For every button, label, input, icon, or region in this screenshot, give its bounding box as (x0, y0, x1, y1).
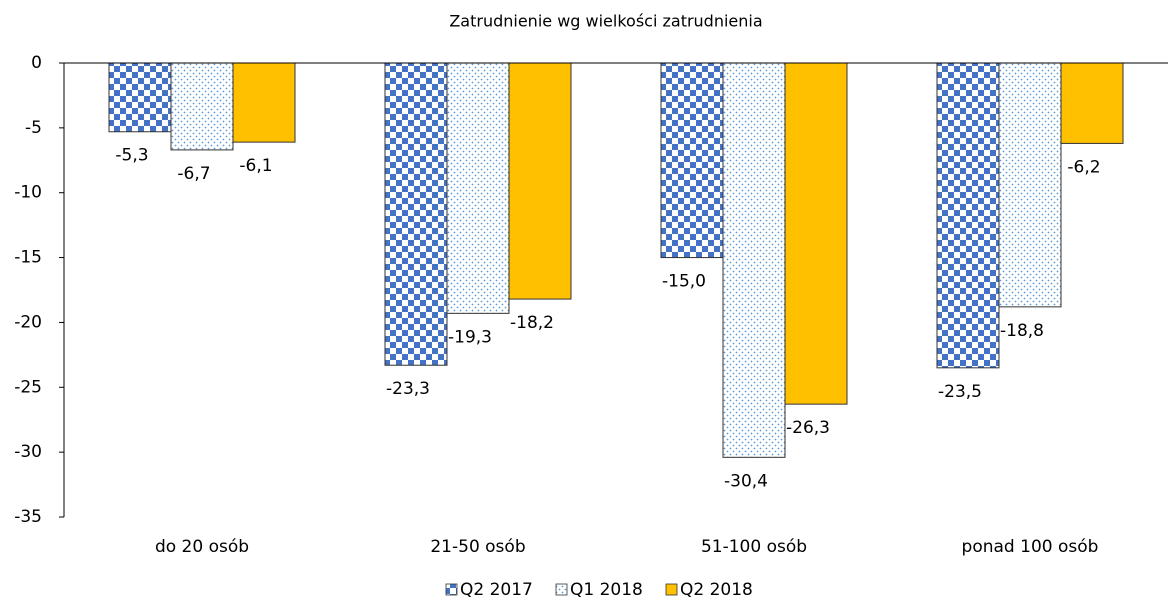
y-tick-label: -20 (14, 312, 42, 332)
y-tick-label: -5 (25, 118, 42, 138)
y-tick-label: -30 (14, 442, 42, 462)
bar (384, 62, 448, 366)
bar (232, 62, 296, 143)
y-tick-label: -10 (14, 183, 42, 203)
data-label: -23,5 (938, 382, 982, 402)
x-tick-label: ponad 100 osób (962, 537, 1099, 557)
y-tick-label: -35 (14, 507, 42, 527)
bar (1060, 62, 1124, 144)
x-tick-label: do 20 osób (155, 537, 249, 557)
legend-swatch (445, 583, 458, 596)
x-tick-label: 51-100 osób (701, 537, 807, 557)
legend-swatch (555, 583, 568, 596)
bar (508, 62, 572, 300)
bar (170, 62, 234, 151)
data-label: -18,8 (1000, 321, 1044, 341)
bar (784, 62, 848, 405)
y-tick-label: -15 (14, 248, 42, 268)
legend-label: Q1 2018 (570, 580, 643, 600)
bar (722, 62, 786, 458)
data-label: -26,3 (786, 418, 830, 438)
data-label: -30,4 (724, 471, 768, 491)
bar (936, 62, 1000, 369)
chart-title: Zatrudnienie wg wielkości zatrudnienia (449, 12, 762, 31)
y-tick-label: -25 (14, 377, 42, 397)
data-label: -5,3 (115, 146, 148, 166)
x-tick-label: 21-50 osób (430, 537, 525, 557)
y-tick-label: 0 (31, 53, 42, 73)
data-label: -18,2 (510, 313, 554, 333)
data-label: -6,7 (177, 164, 210, 184)
data-label: -19,3 (448, 327, 492, 347)
data-label: -6,2 (1067, 157, 1100, 177)
data-label: -23,3 (386, 379, 430, 399)
data-label: -6,1 (239, 156, 272, 176)
bar (108, 62, 172, 133)
bar (446, 62, 510, 314)
legend-swatch (665, 583, 678, 596)
legend-label: Q2 2018 (680, 580, 753, 600)
bar (998, 62, 1062, 308)
data-label: -15,0 (662, 272, 706, 292)
bar (660, 62, 724, 259)
legend-label: Q2 2017 (460, 580, 533, 600)
